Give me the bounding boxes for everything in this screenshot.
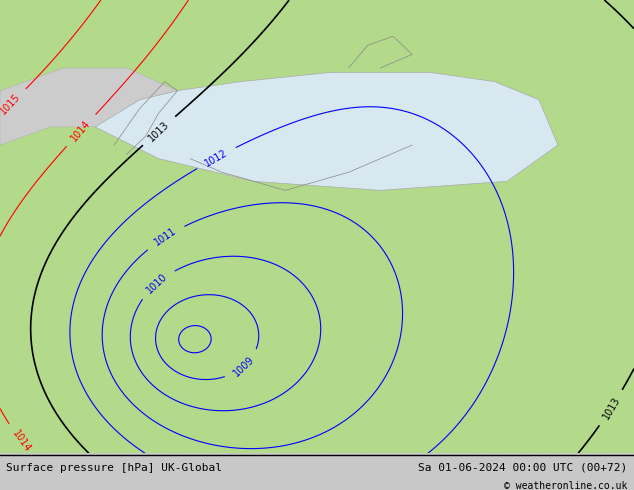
Text: 1009: 1009 <box>231 354 256 378</box>
Polygon shape <box>0 68 178 145</box>
Text: 1014: 1014 <box>10 428 32 454</box>
Text: 1011: 1011 <box>152 226 178 248</box>
Text: 1013: 1013 <box>146 119 171 143</box>
Text: 1014: 1014 <box>69 118 93 143</box>
Text: 1012: 1012 <box>203 147 230 168</box>
Text: 1013: 1013 <box>600 394 622 421</box>
Text: 1015: 1015 <box>0 92 23 117</box>
Polygon shape <box>95 73 558 191</box>
Text: 1010: 1010 <box>145 271 169 295</box>
Text: Sa 01-06-2024 00:00 UTC (00+72): Sa 01-06-2024 00:00 UTC (00+72) <box>418 463 628 473</box>
Text: © weatheronline.co.uk: © weatheronline.co.uk <box>504 481 628 490</box>
Text: Surface pressure [hPa] UK-Global: Surface pressure [hPa] UK-Global <box>6 463 223 473</box>
